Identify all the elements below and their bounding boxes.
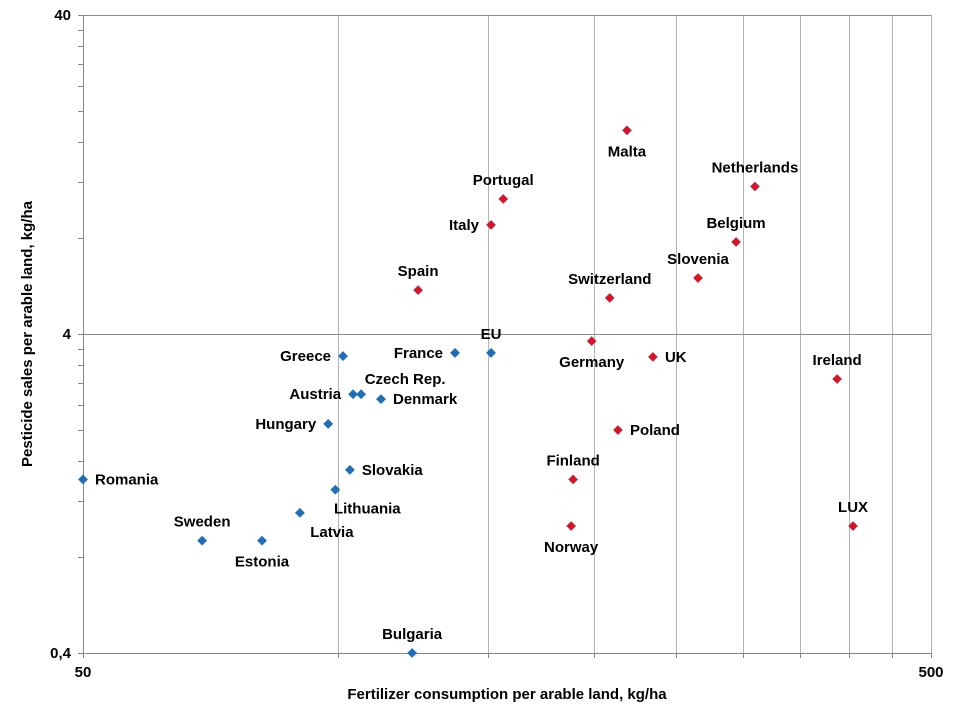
data-point-austria: [348, 389, 358, 400]
axis-ticks: [78, 15, 932, 658]
x-axis-title: Fertilizer consumption per arable land, …: [347, 686, 667, 703]
point-label: Greece: [280, 348, 331, 365]
x-tick-label: 500: [918, 664, 943, 681]
data-point-bulgaria: [407, 648, 418, 658]
point-label: Estonia: [235, 554, 290, 571]
y-axis-title: Pesticide sales per arable land, kg/ha: [19, 200, 36, 467]
point-label: Lithuania: [334, 501, 401, 518]
data-point-ireland: [832, 374, 843, 384]
point-label: Malta: [608, 143, 647, 160]
data-point-lithuania: [330, 484, 341, 495]
point-label: LUX: [838, 499, 868, 516]
point-label: Ireland: [813, 352, 862, 369]
point-label: Netherlands: [712, 159, 799, 176]
y-tick-label: 40: [54, 7, 71, 24]
point-label: Latvia: [310, 524, 354, 541]
data-point-malta: [622, 125, 632, 136]
data-point-switzerland: [604, 292, 615, 303]
data-point-italy: [486, 220, 496, 230]
data-point-germany: [586, 336, 597, 347]
point-label: Belgium: [706, 215, 765, 232]
point-label: Czech Rep.: [365, 371, 446, 388]
point-label: UK: [665, 349, 687, 366]
data-point-latvia: [294, 507, 305, 518]
data-point-lux: [848, 521, 858, 531]
data-point-finland: [568, 474, 579, 485]
point-label: Switzerland: [568, 271, 651, 288]
point-label: Denmark: [393, 391, 458, 408]
data-point-belgium: [731, 237, 741, 247]
data-point-slovenia: [693, 273, 703, 283]
data-point-spain: [413, 285, 424, 296]
data-point-france: [450, 347, 460, 358]
x-tick-label: 50: [75, 664, 92, 681]
point-label: Italy: [449, 217, 480, 234]
data-point-hungary: [323, 419, 334, 429]
point-label: Germany: [559, 354, 625, 371]
data-point-sweden: [197, 535, 208, 546]
data-point-romania: [78, 474, 88, 485]
axes: [83, 15, 932, 654]
data-point-uk: [648, 351, 658, 362]
point-label: EU: [481, 326, 502, 343]
data-point-czech-rep: [356, 389, 367, 400]
data-point-slovakia: [344, 464, 355, 475]
tick-labels: 0,4 4 40 50 500: [50, 7, 943, 681]
data-point-eu: [486, 347, 496, 358]
gridlines: [83, 15, 932, 653]
point-label: Romania: [95, 471, 159, 488]
point-label: Portugal: [473, 172, 534, 189]
data-point-poland: [613, 425, 623, 435]
data-point-denmark: [376, 394, 386, 405]
data-point-estonia: [257, 535, 267, 546]
point-label: Slovenia: [667, 251, 729, 268]
point-label: Norway: [544, 539, 599, 556]
data-points: [78, 125, 858, 658]
data-point-portugal: [498, 194, 509, 204]
point-label: Bulgaria: [382, 626, 443, 643]
point-label: Poland: [630, 422, 680, 439]
point-label: Sweden: [174, 514, 231, 531]
point-labels: Romania Sweden Estonia Latvia Hungary Lithuan…: [95, 143, 868, 643]
y-tick-label: 4: [63, 326, 72, 343]
data-point-norway: [566, 521, 577, 531]
point-label: Austria: [289, 386, 341, 403]
point-label: Finland: [546, 452, 599, 469]
point-label: Spain: [398, 263, 439, 280]
data-point-greece: [338, 351, 348, 362]
data-point-netherlands: [750, 181, 760, 192]
y-tick-label: 0,4: [50, 645, 72, 662]
point-label: Hungary: [255, 416, 317, 433]
point-label: Slovakia: [362, 462, 424, 479]
point-label: France: [394, 345, 443, 362]
